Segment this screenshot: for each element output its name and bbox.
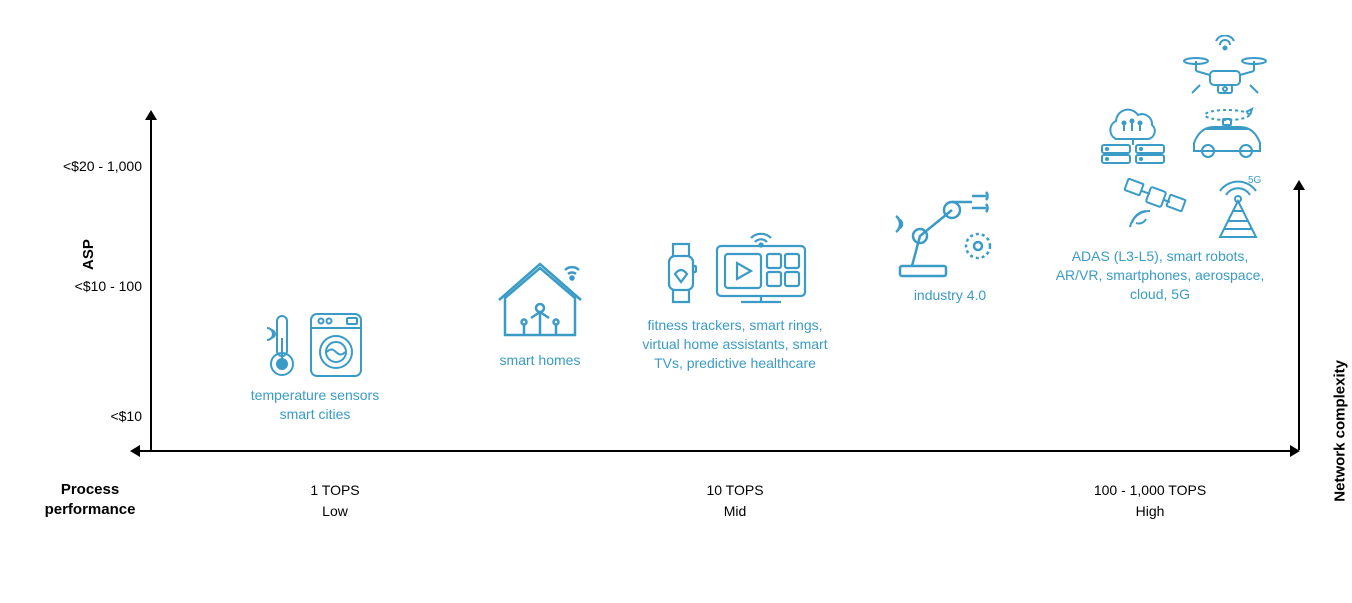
x-tick-low-tops: 1 TOPS <box>255 480 415 501</box>
cluster-industry4: industry 4.0 <box>870 180 1030 305</box>
x-axis <box>140 450 1290 452</box>
robot-arm-icon <box>890 180 1010 280</box>
cluster-fitness-tv-label: fitness trackers, smart rings, virtual h… <box>630 316 840 373</box>
x-axis-label-text: Process performance <box>45 481 136 518</box>
y-tick-2: <$10 <box>42 408 142 424</box>
5g-tower-icon: 5G <box>1206 171 1270 241</box>
chart-area: ASP <$20 - 1,000 <$10 - 100 <$10 Process… <box>90 30 1310 570</box>
x-tick-low-level: Low <box>255 501 415 522</box>
smart-tv-icon <box>711 230 811 310</box>
cluster-adas: 5G ADAS (L3-L5), smart robots, AR/VR, sm… <box>1050 35 1270 304</box>
x-axis-label: Process performance <box>35 480 145 519</box>
washing-machine-icon <box>307 310 365 380</box>
cloud-servers-icon <box>1096 101 1170 167</box>
cluster-smart-homes: smart homes <box>465 250 615 370</box>
cluster-smart-homes-label: smart homes <box>465 351 615 370</box>
thermometer-icon <box>265 310 299 380</box>
y2-axis <box>1298 190 1300 450</box>
y-tick-0: <$20 - 1,000 <box>42 158 142 174</box>
cluster-temp-sensors: temperature sensors smart cities <box>210 310 420 424</box>
x-tick-mid-tops: 10 TOPS <box>655 480 815 501</box>
x-tick-mid: 10 TOPS Mid <box>655 480 815 522</box>
cluster-temp-sensors-label: temperature sensors smart cities <box>210 386 420 424</box>
drone-icon <box>1180 35 1270 97</box>
y-axis-label: ASP <box>80 239 97 270</box>
y2-axis-label: Network complexity <box>1332 360 1349 502</box>
cluster-adas-label: ADAS (L3-L5), smart robots, AR/VR, smart… <box>1050 247 1270 304</box>
satellite-icon <box>1120 171 1192 233</box>
cluster-fitness-tv: fitness trackers, smart rings, virtual h… <box>630 230 840 373</box>
x-tick-low: 1 TOPS Low <box>255 480 415 522</box>
smartwatch-icon <box>659 238 703 310</box>
x-tick-high-tops: 100 - 1,000 TOPS <box>1050 480 1250 501</box>
y-axis <box>150 120 152 450</box>
y-tick-1: <$10 - 100 <box>42 278 142 294</box>
self-driving-car-icon <box>1184 101 1270 161</box>
x-tick-high: 100 - 1,000 TOPS High <box>1050 480 1250 522</box>
x-tick-mid-level: Mid <box>655 501 815 522</box>
smart-home-icon <box>493 250 588 345</box>
cluster-industry4-label: industry 4.0 <box>870 286 1030 305</box>
x-tick-high-level: High <box>1050 501 1250 522</box>
